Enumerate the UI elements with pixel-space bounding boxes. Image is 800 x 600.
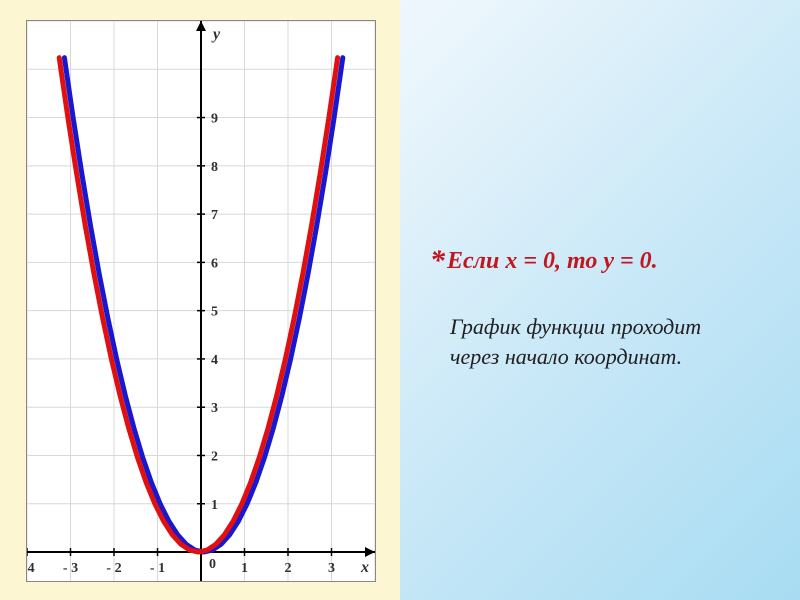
hypothesis-line: *Если x = 0, то y = 0.	[430, 244, 780, 278]
svg-text:7: 7	[211, 208, 218, 223]
svg-text:y: y	[211, 26, 221, 43]
left-panel: - 4 - 3 - 2 - 1 1 2 3 1 2 3 4 5 6 7 8 9 0 x y	[0, 0, 400, 600]
svg-text:- 2: - 2	[106, 561, 121, 576]
svg-text:5: 5	[211, 305, 218, 320]
svg-text:x: x	[360, 559, 369, 576]
svg-text:- 4: - 4	[27, 561, 35, 576]
svg-text:- 3: - 3	[63, 561, 78, 576]
chart-frame: - 4 - 3 - 2 - 1 1 2 3 1 2 3 4 5 6 7 8 9 0 x y	[26, 20, 376, 582]
svg-text:2: 2	[285, 561, 292, 576]
svg-text:9: 9	[211, 112, 218, 127]
svg-text:4: 4	[211, 353, 218, 368]
body-text: График функции проходит через начало коо…	[450, 312, 740, 371]
parabola-chart: - 4 - 3 - 2 - 1 1 2 3 1 2 3 4 5 6 7 8 9 0 x y	[27, 21, 375, 581]
svg-text:1: 1	[241, 561, 248, 576]
svg-text:6: 6	[211, 256, 218, 271]
svg-text:- 1: - 1	[150, 561, 165, 576]
svg-text:3: 3	[328, 561, 335, 576]
right-text-block: *Если x = 0, то y = 0. График функции пр…	[430, 244, 780, 371]
slide: - 4 - 3 - 2 - 1 1 2 3 1 2 3 4 5 6 7 8 9 0 x y *Если x = 0,…	[0, 0, 800, 600]
hypothesis-text: Если x = 0, то y = 0.	[447, 248, 658, 274]
svg-text:2: 2	[211, 449, 218, 464]
svg-text:3: 3	[211, 401, 218, 416]
svg-text:1: 1	[211, 498, 218, 513]
asterisk-icon: *	[430, 244, 445, 277]
svg-text:0: 0	[209, 557, 216, 572]
svg-text:8: 8	[211, 160, 218, 175]
